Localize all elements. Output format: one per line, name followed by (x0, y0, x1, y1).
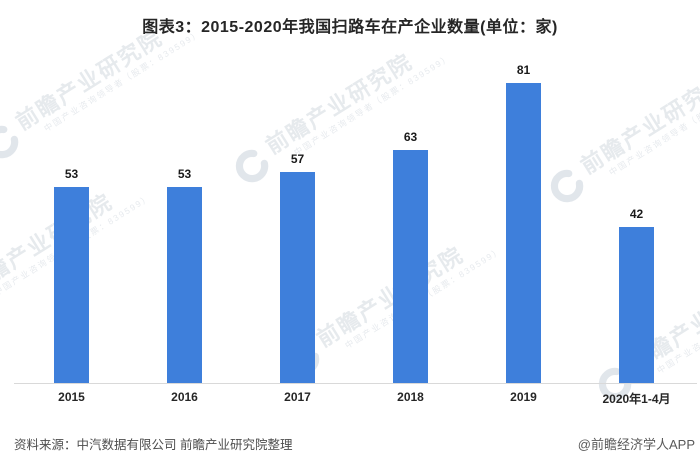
footer: 资料来源：中汽数据有限公司 前瞻产业研究院整理 @前瞻经济学人APP (14, 434, 695, 453)
x-axis-label: 2020年1-4月 (602, 392, 671, 406)
bar-value-label: 81 (516, 63, 531, 77)
x-axis-label: 2016 (171, 390, 198, 404)
bar-2017 (280, 172, 315, 383)
bar-2015 (54, 187, 89, 383)
plot-area: 53 53 57 63 81 42 (54, 63, 654, 383)
x-axis-line (14, 383, 697, 384)
chart-title: 图表3：2015-2020年我国扫路车在产企业数量(单位：家) (142, 19, 558, 36)
x-axis-label: 2017 (284, 390, 311, 404)
bar-value-label: 42 (629, 207, 644, 221)
x-axis-label: 2015 (58, 390, 85, 404)
source-text: 资料来源：中汽数据有限公司 前瞻产业研究院整理 (14, 438, 293, 452)
x-axis-label: 2018 (397, 390, 424, 404)
bar-2019 (506, 83, 541, 383)
bar-value-label: 63 (403, 130, 418, 144)
bar-value-label: 53 (64, 167, 79, 181)
bar-2016 (167, 187, 202, 383)
bar-value-label: 53 (177, 167, 192, 181)
bar-value-label: 57 (290, 152, 305, 166)
bar-2018 (393, 150, 428, 383)
bar-2020年1-4月 (619, 227, 654, 383)
x-axis-label: 2019 (510, 390, 537, 404)
credit-text: @前瞻经济学人APP (577, 437, 695, 452)
